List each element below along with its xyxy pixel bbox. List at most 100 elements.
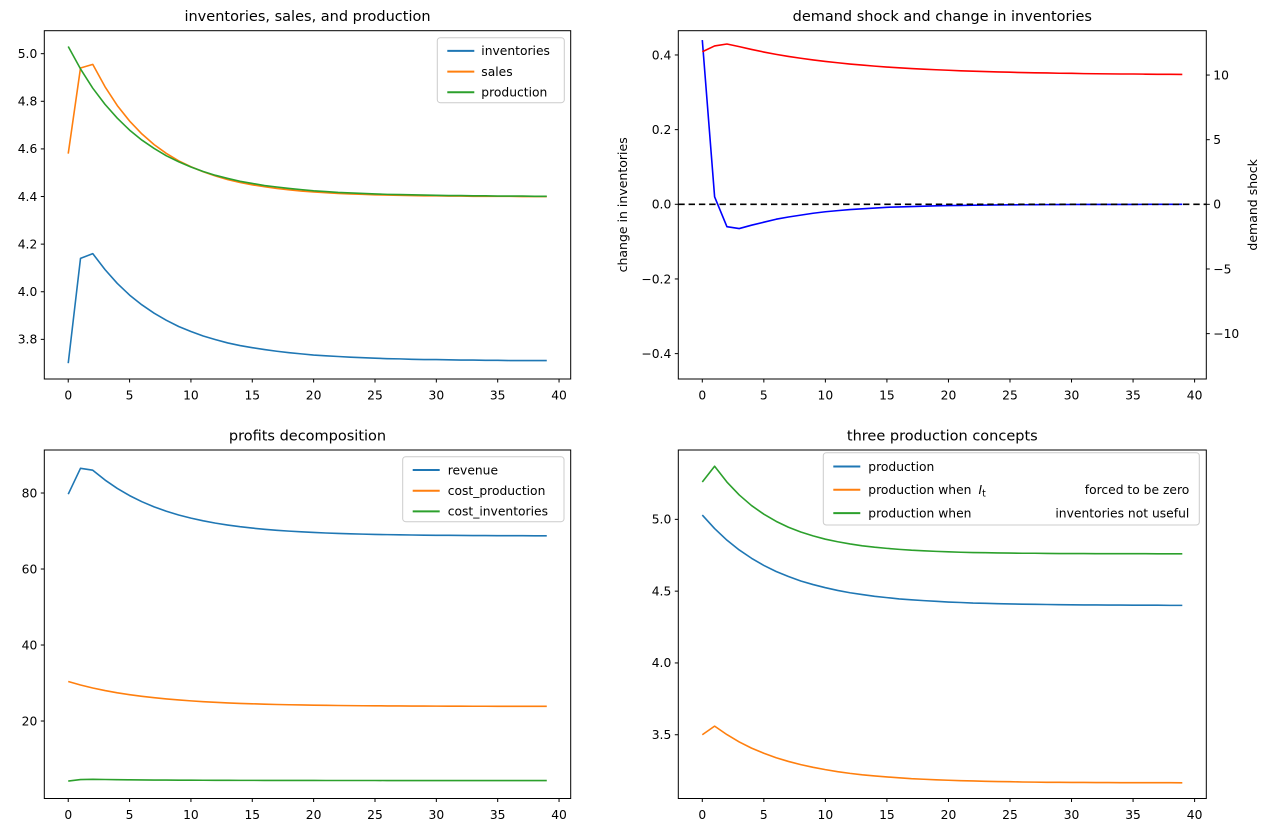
- y-tick-label: 0.2: [652, 123, 672, 137]
- y-tick-label: −0.2: [641, 272, 671, 286]
- legend-box: inventories sales production: [436, 37, 565, 104]
- y-tick-label: 0.4: [652, 48, 672, 62]
- series-line-production-when-i-t-forced-to-be-zero: [701, 725, 1183, 784]
- chart-title: demand shock and change in inventories: [793, 9, 1092, 25]
- y-tick-label: −0.4: [641, 347, 671, 361]
- legend-label-2: production: [481, 86, 547, 100]
- x-tick-label: 30: [1064, 808, 1080, 822]
- x-tick-label: 30: [429, 808, 445, 822]
- y-tick-label: 80: [22, 486, 38, 500]
- y-tick-right-label: −5: [1213, 262, 1231, 276]
- y-tick-label: 4.2: [18, 237, 38, 251]
- x-tick-label: 30: [1064, 389, 1080, 403]
- x-tick-label: 25: [1002, 389, 1018, 403]
- x-tick-label: 5: [126, 389, 134, 403]
- x-tick-label: 20: [941, 808, 957, 822]
- legend-label-2: production when: [868, 506, 971, 520]
- x-tick-label: 25: [1002, 808, 1018, 822]
- x-tick-label: 0: [698, 389, 706, 403]
- y-tick-label: 3.5: [652, 728, 672, 742]
- x-tick-label: 5: [126, 808, 134, 822]
- x-tick-label: 10: [818, 808, 834, 822]
- x-tick-label: 5: [760, 808, 768, 822]
- y-tick-label: 0.0: [652, 198, 672, 212]
- x-tick-label: 10: [818, 389, 834, 403]
- chart-title: profits decomposition: [229, 429, 386, 445]
- legend-right-label-1: forced to be zero: [1085, 483, 1190, 497]
- legend-right-label-2: inventories not useful: [1055, 506, 1189, 520]
- chart-three-production-concepts: three production concepts 0 5 10 15 20 25 30 35 4…: [652, 429, 1207, 822]
- x-tick-label: 20: [306, 808, 322, 822]
- legend-label-1: cost_production: [448, 484, 546, 498]
- axes-frame: [677, 449, 1207, 799]
- series-line-cost-inventories: [68, 778, 547, 782]
- x-tick-label: 10: [183, 389, 199, 403]
- y-tick-label: 5.0: [18, 47, 38, 61]
- y-tick-label: 20: [22, 714, 38, 728]
- series-line-revenue: [67, 467, 547, 537]
- x-tick-label: 40: [551, 808, 567, 822]
- y-tick-label: 3.8: [18, 333, 38, 347]
- axes-frame: [677, 30, 1207, 380]
- x-tick-label: 35: [490, 389, 506, 403]
- legend-label-0: inventories: [481, 44, 550, 58]
- x-tick-label: 0: [64, 808, 72, 822]
- x-tick-label: 0: [698, 808, 706, 822]
- y-tick-label: 60: [22, 562, 38, 576]
- y-tick-label: 4.4: [18, 190, 38, 204]
- x-tick-label: 35: [490, 808, 506, 822]
- y-tick-label: 4.0: [652, 656, 672, 670]
- y-tick-label: 5.0: [652, 513, 672, 527]
- chart-title: inventories, sales, and production: [184, 9, 430, 25]
- x-tick-label: 35: [1125, 808, 1141, 822]
- y-tick-label: 4.5: [652, 584, 672, 598]
- x-tick-label: 25: [367, 389, 383, 403]
- legend-label-1: production when It: [868, 483, 986, 500]
- chart-inventories-sales-production: inventories, sales, and production 0 5 10 15…: [18, 9, 572, 403]
- legend-frame: [822, 452, 1200, 526]
- legend-box: revenue cost_production cost_inventories: [402, 456, 565, 523]
- axes-frame: [43, 30, 572, 380]
- legend-frame: [436, 37, 565, 104]
- chart-profits-decomposition: profits decomposition 0 5 10 15 20 25 30 35 40 20 4…: [22, 429, 572, 822]
- series-line-production: [701, 514, 1183, 607]
- y-tick-right-label: 5: [1213, 133, 1221, 147]
- x-tick-label: 40: [551, 389, 567, 403]
- y-tick-right-label: 10: [1213, 68, 1229, 82]
- y-tick-label: 4.6: [18, 142, 38, 156]
- series-line-demand-shock: [701, 43, 1183, 76]
- axes-frame: [43, 449, 572, 799]
- x-tick-label: 25: [367, 808, 383, 822]
- x-tick-label: 20: [941, 389, 957, 403]
- x-tick-label: 0: [64, 389, 72, 403]
- x-tick-label: 40: [1187, 808, 1203, 822]
- y-tick-right-label: 0: [1213, 198, 1221, 212]
- legend-label-0: revenue: [448, 463, 498, 477]
- x-tick-label: 40: [1187, 389, 1203, 403]
- y-tick-right-label: −10: [1213, 327, 1239, 341]
- y-tick-label: 40: [22, 638, 38, 652]
- x-tick-label: 35: [1125, 389, 1141, 403]
- x-tick-label: 20: [306, 389, 322, 403]
- series-line-cost-production: [68, 680, 547, 708]
- y-axis-label-left: change in inventories: [615, 137, 630, 272]
- x-tick-label: 15: [244, 389, 260, 403]
- x-tick-label: 10: [183, 808, 199, 822]
- series-line-change-in-inventories: [701, 39, 1183, 230]
- series-line-production: [67, 46, 547, 198]
- legend-label-0: production: [868, 460, 934, 474]
- series-line-inventories: [67, 252, 547, 364]
- y-axis-label-right: demand shock: [1245, 158, 1260, 250]
- y-tick-label: 4.8: [18, 95, 38, 109]
- x-tick-label: 5: [760, 389, 768, 403]
- legend-box: production production when It forced to be …: [822, 452, 1200, 526]
- legend-label-2: cost_inventories: [448, 505, 548, 519]
- legend-label-1: sales: [481, 65, 512, 79]
- chart-title: three production concepts: [847, 429, 1038, 445]
- legend-frame: [402, 456, 565, 523]
- x-tick-label: 15: [879, 389, 895, 403]
- x-tick-label: 15: [244, 808, 260, 822]
- y-tick-label: 4.0: [18, 285, 38, 299]
